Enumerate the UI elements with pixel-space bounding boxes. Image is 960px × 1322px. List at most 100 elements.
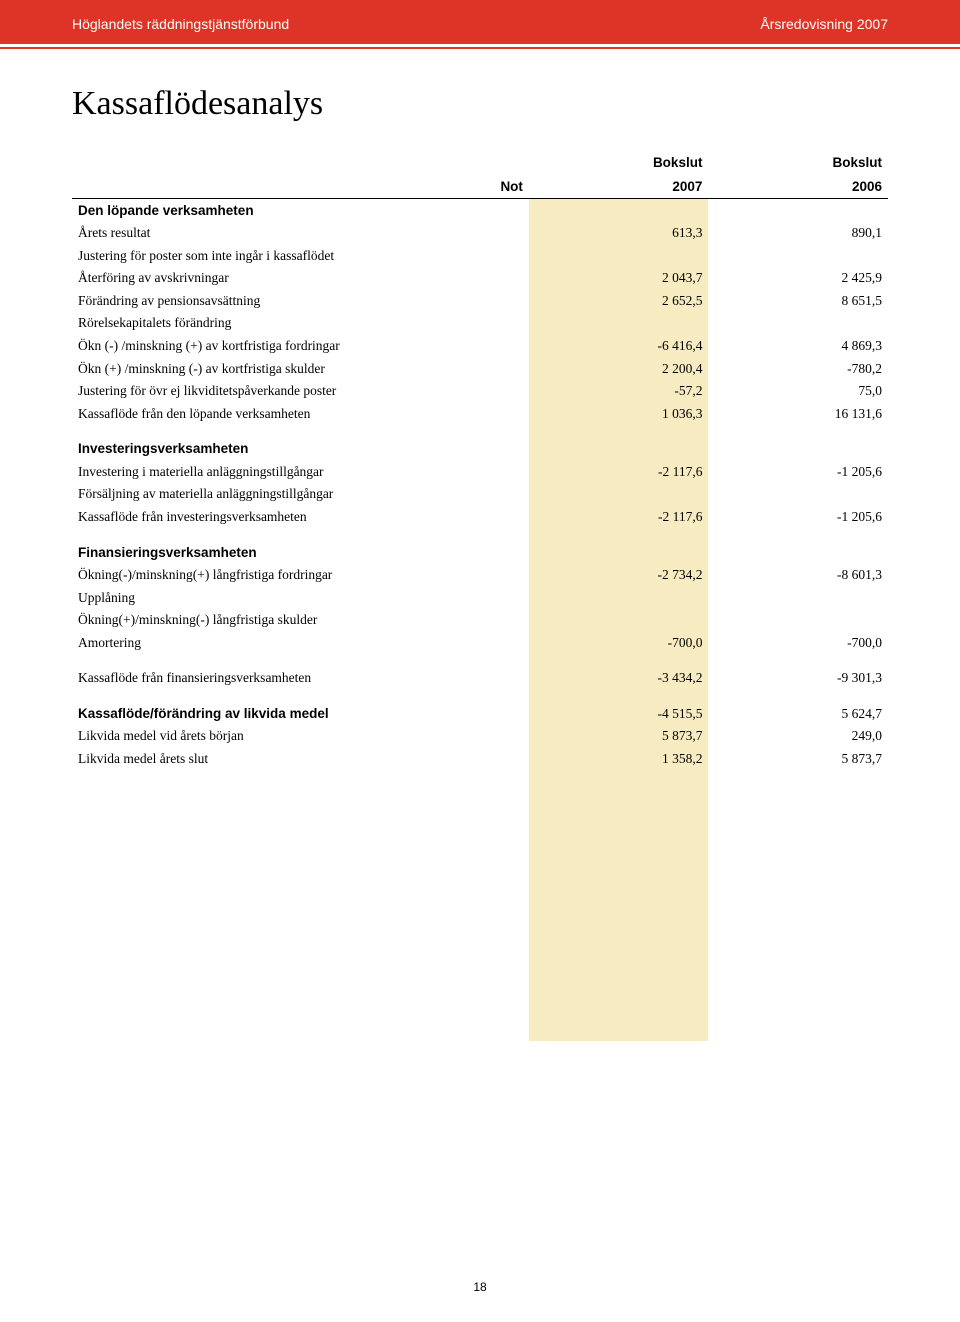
row-label: Ökning(-)/minskning(+) långfristiga ford… [72, 564, 472, 587]
table-row: Likvida medel årets slut1 358,25 873,7 [72, 748, 888, 771]
col-y1-top: Bokslut [529, 151, 709, 175]
row-value-2007: -700,0 [529, 631, 709, 654]
table-body: Den löpande verksamhetenÅrets resultat61… [72, 199, 888, 1041]
row-value-2006: 249,0 [708, 725, 888, 748]
row-not [472, 244, 529, 267]
row-not [472, 267, 529, 290]
section-heading-label: Den löpande verksamheten [72, 199, 472, 222]
row-not [472, 222, 529, 245]
row-value-2006: 5 873,7 [708, 748, 888, 771]
header-left: Höglandets räddningstjänstförbund [72, 16, 289, 32]
row-value-2007: -2 117,6 [529, 505, 709, 528]
row-not [472, 460, 529, 483]
table-row: Justering för poster som inte ingår i ka… [72, 244, 888, 267]
row-value-2006 [708, 483, 888, 506]
section-heading: Finansieringsverksamheten [72, 541, 888, 564]
content: Kassaflödesanalys Bokslut Bokslut Not 20… [0, 49, 960, 1041]
row-not [472, 748, 529, 771]
table-row: Investering i materiella anläggningstill… [72, 460, 888, 483]
row-value-2006: -780,2 [708, 357, 888, 380]
row-value-2006: 890,1 [708, 222, 888, 245]
page-title: Kassaflödesanalys [72, 85, 888, 123]
row-not [472, 483, 529, 506]
row-value-2007: -57,2 [529, 380, 709, 403]
row-label: Investering i materiella anläggningstill… [72, 460, 472, 483]
row-not [472, 505, 529, 528]
row-label: Upplåning [72, 586, 472, 609]
table-row: Kassaflöde/förändring av likvida medel -4… [72, 702, 888, 725]
row-value-2006: 2 425,9 [708, 267, 888, 290]
row-value-2007: -6 416,4 [529, 335, 709, 358]
row-label: Amortering [72, 631, 472, 654]
table-row: Ökn (+) /minskning (-) av kortfristiga s… [72, 357, 888, 380]
row-value-2006: -700,0 [708, 631, 888, 654]
row-label: Justering för övr ej likviditetspåverkan… [72, 380, 472, 403]
row-label: Ökn (+) /minskning (-) av kortfristiga s… [72, 357, 472, 380]
col-not-label: Not [472, 175, 529, 199]
table-row: Likvida medel vid årets början 5 873,7249… [72, 725, 888, 748]
row-value-2006: 75,0 [708, 380, 888, 403]
table-row: Upplåning [72, 586, 888, 609]
row-value-2006: -8 601,3 [708, 564, 888, 587]
table-row: Amortering -700,0-700,0 [72, 631, 888, 654]
row-value-2006: -1 205,6 [708, 505, 888, 528]
table-row: Rörelsekapitalets förändring [72, 312, 888, 335]
row-not [472, 667, 529, 690]
section-heading: Investeringsverksamheten [72, 438, 888, 461]
row-label: Ökning(+)/minskning(-) långfristiga skul… [72, 609, 472, 632]
row-label: Förändring av pensionsavsättning [72, 289, 472, 312]
row-label: Likvida medel vid årets början [72, 725, 472, 748]
row-not [472, 402, 529, 425]
section-heading: Den löpande verksamheten [72, 199, 888, 222]
col-y2-bot: 2006 [708, 175, 888, 199]
table-row: Kassaflöde från den löpande verksamheten… [72, 402, 888, 425]
row-label: Kassaflöde/förändring av likvida medel [72, 702, 472, 725]
row-not [472, 357, 529, 380]
row-not [472, 631, 529, 654]
row-value-2006: 5 624,7 [708, 702, 888, 725]
row-value-2006 [708, 609, 888, 632]
row-value-2007 [529, 586, 709, 609]
row-not [472, 725, 529, 748]
col-y1-bot: 2007 [529, 175, 709, 199]
table-row: Årets resultat613,3890,1 [72, 222, 888, 245]
row-not [472, 380, 529, 403]
row-label: Kassaflöde från investeringsverksamheten [72, 505, 472, 528]
row-value-2007: 5 873,7 [529, 725, 709, 748]
row-value-2007: 2 043,7 [529, 267, 709, 290]
table-row: Återföring av avskrivningar2 043,72 425,… [72, 267, 888, 290]
row-label: Kassaflöde från den löpande verksamheten [72, 402, 472, 425]
row-value-2007: 1 358,2 [529, 748, 709, 771]
col-empty [72, 151, 472, 175]
header-right: Årsredovisning 2007 [760, 16, 888, 32]
row-label: Försäljning av materiella anläggningstil… [72, 483, 472, 506]
row-value-2007 [529, 244, 709, 267]
table-row: Ökning(-)/minskning(+) långfristiga ford… [72, 564, 888, 587]
row-value-2006: -1 205,6 [708, 460, 888, 483]
col-empty2 [72, 175, 472, 199]
col-not [472, 151, 529, 175]
row-label: Ökn (-) /minskning (+) av kortfristiga f… [72, 335, 472, 358]
row-not [472, 289, 529, 312]
row-value-2007 [529, 312, 709, 335]
row-value-2006: -9 301,3 [708, 667, 888, 690]
table-row: Förändring av pensionsavsättning2 652,58… [72, 289, 888, 312]
row-value-2007: 613,3 [529, 222, 709, 245]
row-value-2007: -4 515,5 [529, 702, 709, 725]
row-value-2006 [708, 586, 888, 609]
row-label: Justering för poster som inte ingår i ka… [72, 244, 472, 267]
row-value-2006: 8 651,5 [708, 289, 888, 312]
row-not [472, 586, 529, 609]
table-row: Försäljning av materiella anläggningstil… [72, 483, 888, 506]
row-value-2006 [708, 312, 888, 335]
row-value-2007: -2 734,2 [529, 564, 709, 587]
table-row: Kassaflöde från investeringsverksamheten… [72, 505, 888, 528]
row-not [472, 335, 529, 358]
table-row: Kassaflöde från finansieringsverksamhete… [72, 667, 888, 690]
row-value-2007: -3 434,2 [529, 667, 709, 690]
row-not [472, 564, 529, 587]
table-row: Justering för övr ej likviditetspåverkan… [72, 380, 888, 403]
row-value-2007: -2 117,6 [529, 460, 709, 483]
row-value-2007 [529, 483, 709, 506]
row-not [472, 609, 529, 632]
